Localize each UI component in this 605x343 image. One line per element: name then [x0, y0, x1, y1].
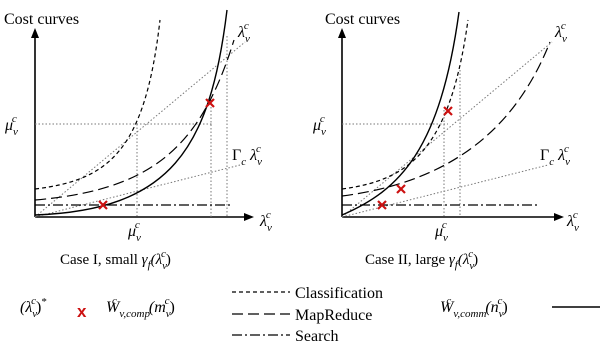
lambda-line-label: λvc [554, 20, 567, 45]
optimal-marker-icon [98, 200, 108, 210]
legend-mapreduce-label: MapReduce [295, 307, 372, 324]
optimal-marker-icon [396, 184, 406, 194]
panel-case-1: Cost curves λvc μvc Γc λvc λvc μvc Case I… [4, 9, 272, 272]
mu-x-label: μvc [127, 219, 141, 244]
legend-classification-label: Classification [295, 285, 383, 302]
classification-curve [341, 19, 469, 190]
y-axis-arrow-icon [31, 28, 39, 38]
communication-curve [341, 11, 460, 216]
panel-title: Cost curves [4, 11, 79, 28]
mu-x-label: μvc [434, 219, 448, 244]
x-axis-label: λvc [566, 209, 579, 234]
legend-comm-label: Wv,commc (nvc) [440, 295, 508, 320]
optimal-marker-icon [205, 98, 215, 108]
legend-comp-label: Wv,compc (mvc) [106, 295, 175, 320]
legend-search-label: Search [295, 328, 339, 343]
communication-curve [34, 9, 228, 216]
classification-curve [34, 19, 161, 190]
optimal-marker-icon [377, 200, 387, 210]
x-axis-label: λvc [259, 209, 272, 234]
lambda-line [34, 41, 246, 218]
mapreduce-curve [341, 41, 551, 197]
y-axis-arrow-icon [338, 28, 346, 38]
gamma-lambda-line [341, 164, 549, 218]
panel-caption: Case I, small γf(λvc) [60, 248, 171, 272]
legend-marker-icon: x [77, 302, 87, 321]
panel-title: Cost curves [325, 11, 400, 28]
gamma-lambda-label: Γc λvc [540, 143, 570, 168]
panel-case-2: Cost curves λvc μvc Γc λvc λvc μvc Case I… [312, 11, 579, 272]
x-axis-arrow-icon [554, 213, 564, 221]
legend: (λvc)* x Wv,compc (mvc) Classification Ma… [20, 285, 600, 343]
mu-y-label: μvc [312, 113, 326, 138]
mapreduce-curve [34, 39, 235, 201]
lambda-line-label: λvc [237, 20, 250, 45]
panel-caption: Case II, large γf(λvc) [365, 248, 478, 272]
legend-optimal-label: (λvc)* [20, 295, 47, 320]
x-axis-arrow-icon [244, 213, 254, 221]
mu-y-label: μvc [4, 113, 18, 138]
lambda-line [341, 41, 553, 218]
gamma-lambda-label: Γc λvc [232, 143, 262, 168]
optimal-marker-icon [443, 106, 453, 116]
